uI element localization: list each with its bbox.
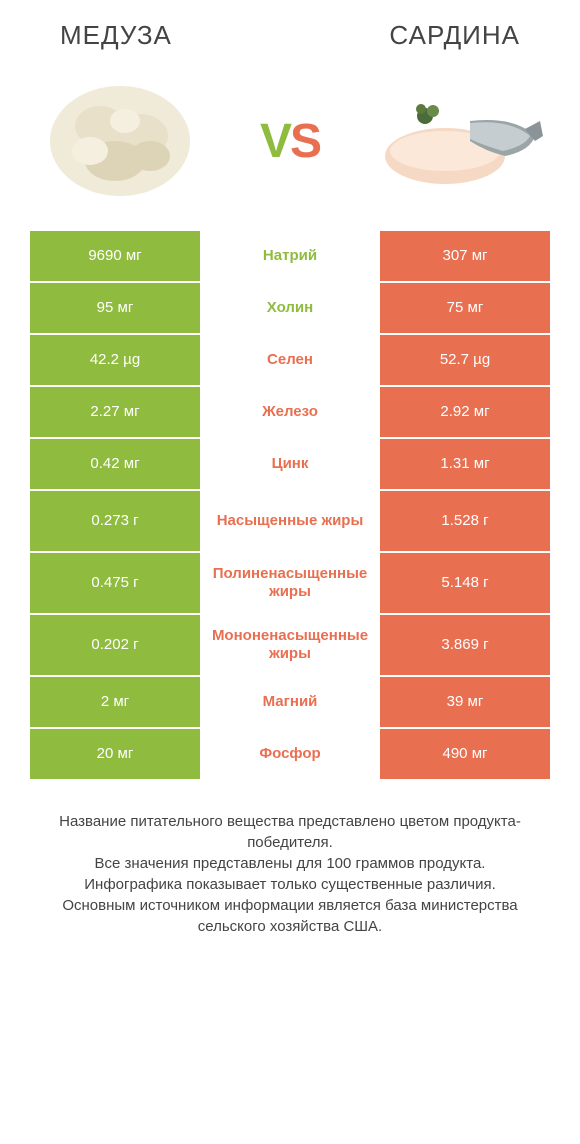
table-row: 95 мгХолин75 мг xyxy=(30,283,550,333)
vs-letter-v: V xyxy=(260,115,290,168)
table-row: 0.202 гМононенасыщенные жиры3.869 г xyxy=(30,615,550,675)
table-row: 9690 мгНатрий307 мг xyxy=(30,231,550,281)
right-value: 3.869 г xyxy=(380,615,550,675)
table-row: 0.273 гНасыщенные жиры1.528 г xyxy=(30,491,550,551)
nutrient-label: Фосфор xyxy=(200,729,380,779)
right-value: 1.31 мг xyxy=(380,439,550,489)
nutrient-label: Полиненасыщенные жиры xyxy=(200,553,380,613)
footnote-line: Название питательного вещества представл… xyxy=(30,811,550,853)
sardine-image xyxy=(370,71,550,211)
left-value: 0.202 г xyxy=(30,615,200,675)
left-value: 20 мг xyxy=(30,729,200,779)
nutrient-label: Магний xyxy=(200,677,380,727)
nutrient-label: Насыщенные жиры xyxy=(200,491,380,551)
right-value: 307 мг xyxy=(380,231,550,281)
footnote-line: Основным источником информации является … xyxy=(30,895,550,937)
table-row: 2 мгМагний39 мг xyxy=(30,677,550,727)
footnotes: Название питательного вещества представл… xyxy=(0,781,580,937)
left-value: 95 мг xyxy=(30,283,200,333)
right-value: 490 мг xyxy=(380,729,550,779)
right-value: 75 мг xyxy=(380,283,550,333)
vs-letter-s: S xyxy=(290,115,320,168)
nutrient-label: Железо xyxy=(200,387,380,437)
left-value: 42.2 µg xyxy=(30,335,200,385)
table-row: 0.42 мгЦинк1.31 мг xyxy=(30,439,550,489)
right-value: 1.528 г xyxy=(380,491,550,551)
nutrient-label: Мононенасыщенные жиры xyxy=(200,615,380,675)
nutrient-label: Натрий xyxy=(200,231,380,281)
footnote-line: Инфографика показывает только существенн… xyxy=(30,874,550,895)
left-product-title: Медуза xyxy=(60,20,172,51)
table-row: 0.475 гПолиненасыщенные жиры5.148 г xyxy=(30,553,550,613)
header: Медуза Сардина xyxy=(0,0,580,61)
left-value: 2.27 мг xyxy=(30,387,200,437)
left-value: 0.475 г xyxy=(30,553,200,613)
left-value: 9690 мг xyxy=(30,231,200,281)
table-row: 2.27 мгЖелезо2.92 мг xyxy=(30,387,550,437)
images-row: VS xyxy=(0,61,580,231)
left-value: 0.42 мг xyxy=(30,439,200,489)
right-value: 2.92 мг xyxy=(380,387,550,437)
nutrient-label: Цинк xyxy=(200,439,380,489)
footnote-line: Все значения представлены для 100 граммо… xyxy=(30,853,550,874)
left-value: 0.273 г xyxy=(30,491,200,551)
nutrient-label: Холин xyxy=(200,283,380,333)
table-row: 42.2 µgСелен52.7 µg xyxy=(30,335,550,385)
nutrient-label: Селен xyxy=(200,335,380,385)
nutrient-table: 9690 мгНатрий307 мг95 мгХолин75 мг42.2 µ… xyxy=(0,231,580,779)
right-product-title: Сардина xyxy=(389,20,520,51)
vs-badge: VS xyxy=(260,114,320,169)
left-value: 2 мг xyxy=(30,677,200,727)
right-value: 39 мг xyxy=(380,677,550,727)
right-value: 5.148 г xyxy=(380,553,550,613)
right-value: 52.7 µg xyxy=(380,335,550,385)
jellyfish-image xyxy=(30,71,210,211)
table-row: 20 мгФосфор490 мг xyxy=(30,729,550,779)
